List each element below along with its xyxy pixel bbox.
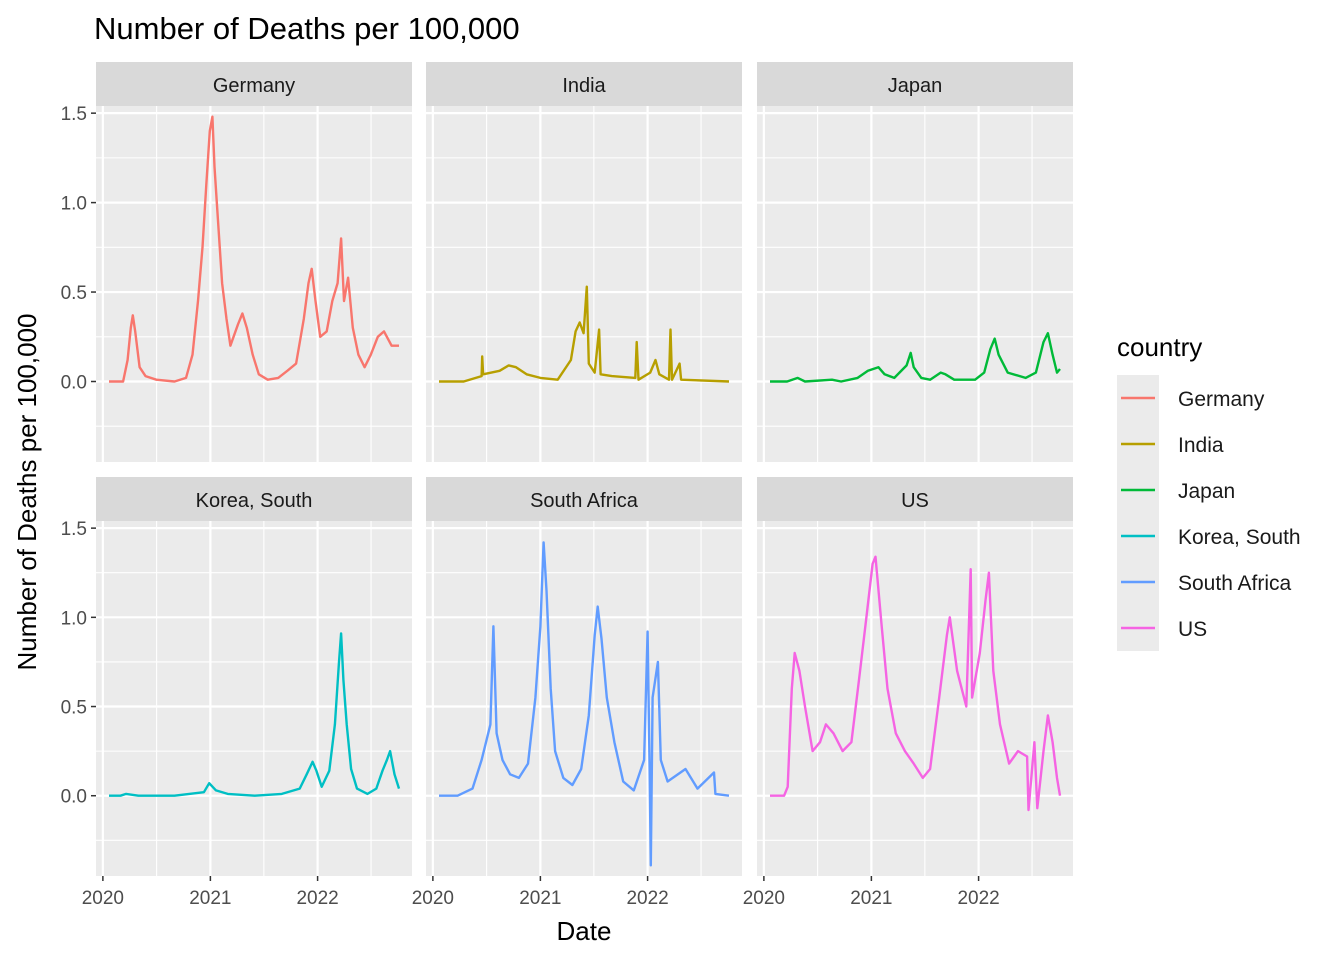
series-line <box>439 541 730 867</box>
x-tick-label: 2022 <box>957 888 999 909</box>
facet-panel: Korea, South <box>96 477 412 876</box>
y-axis-title: Number of Deaths per 100,000 <box>12 314 42 671</box>
y-tick-label: 0.5 <box>61 698 87 719</box>
legend: country Germany India Japan Korea, South Sou… <box>1117 332 1301 651</box>
legend-item: Japan <box>1121 480 1235 503</box>
x-tick-label: 2022 <box>296 888 338 909</box>
x-tick-label: 2022 <box>626 888 668 909</box>
facet-strip <box>426 62 742 106</box>
panel-background <box>757 521 1073 876</box>
panel-background <box>757 106 1073 462</box>
x-tick-label: 2020 <box>82 888 124 909</box>
plot-title: Number of Deaths per 100,000 <box>94 11 520 46</box>
legend-key-background <box>1117 375 1159 651</box>
facet-strip <box>96 62 412 106</box>
series-line <box>770 332 1061 383</box>
facet-strip-label: Germany <box>213 75 295 97</box>
y-tick-label: 1.5 <box>61 104 87 125</box>
panel-background <box>426 521 742 876</box>
facet-strip-label: South Africa <box>530 490 639 512</box>
legend-label: Germany <box>1178 388 1265 411</box>
facet-strip <box>96 477 412 521</box>
x-tick-label: 2020 <box>743 888 785 909</box>
facet-strip-label: Japan <box>888 75 943 97</box>
y-tick-label: 0.0 <box>61 787 87 808</box>
facet-panel: Japan <box>757 62 1073 462</box>
facet-panel: South Africa <box>426 477 742 876</box>
y-tick-label: 1.5 <box>61 519 87 540</box>
facet-strip <box>426 477 742 521</box>
facet-panel: Germany <box>96 62 412 462</box>
facet-strip-label: Korea, South <box>196 490 313 512</box>
facet-strip <box>757 62 1073 106</box>
legend-items: Germany India Japan Korea, South South Afric… <box>1121 388 1301 641</box>
series-line <box>109 115 399 383</box>
series-line <box>770 555 1062 812</box>
legend-title: country <box>1117 332 1202 362</box>
facet-panels: Germany India Japan Korea, South South Afric… <box>96 62 1073 876</box>
panel-background <box>96 521 412 876</box>
legend-item: South Africa <box>1121 572 1292 595</box>
legend-item: Germany <box>1121 388 1265 411</box>
facet-strip-label: India <box>562 75 606 97</box>
series-line <box>439 285 730 383</box>
y-tick-label: 1.0 <box>61 608 87 629</box>
legend-label: Korea, South <box>1178 526 1301 549</box>
x-tick-label: 2020 <box>412 888 454 909</box>
legend-label: India <box>1178 434 1224 457</box>
legend-item: US <box>1121 618 1207 641</box>
x-axis: 2020 2021 2022 2020 2021 2022 2020 2021 2022 <box>82 876 1000 909</box>
y-axis: 0.0 0.5 1.0 1.5 0.0 0.5 1.0 1.5 <box>61 104 96 808</box>
legend-item: Korea, South <box>1121 526 1301 549</box>
y-tick-label: 0.0 <box>61 372 87 393</box>
panel-background <box>96 106 412 462</box>
facet-strip-label: US <box>901 490 929 512</box>
legend-label: US <box>1178 618 1207 641</box>
legend-item: India <box>1121 434 1224 457</box>
facet-strip <box>757 477 1073 521</box>
facet-panel: India <box>426 62 742 462</box>
x-tick-label: 2021 <box>850 888 892 909</box>
y-tick-label: 0.5 <box>61 283 87 304</box>
legend-label: South Africa <box>1178 572 1292 595</box>
panel-background <box>426 106 742 462</box>
x-axis-title: Date <box>557 916 612 946</box>
x-tick-label: 2021 <box>519 888 561 909</box>
series-line <box>109 632 401 797</box>
legend-label: Japan <box>1178 480 1235 503</box>
y-tick-label: 1.0 <box>61 194 87 215</box>
x-tick-label: 2021 <box>189 888 231 909</box>
facet-panel: US <box>757 477 1073 876</box>
